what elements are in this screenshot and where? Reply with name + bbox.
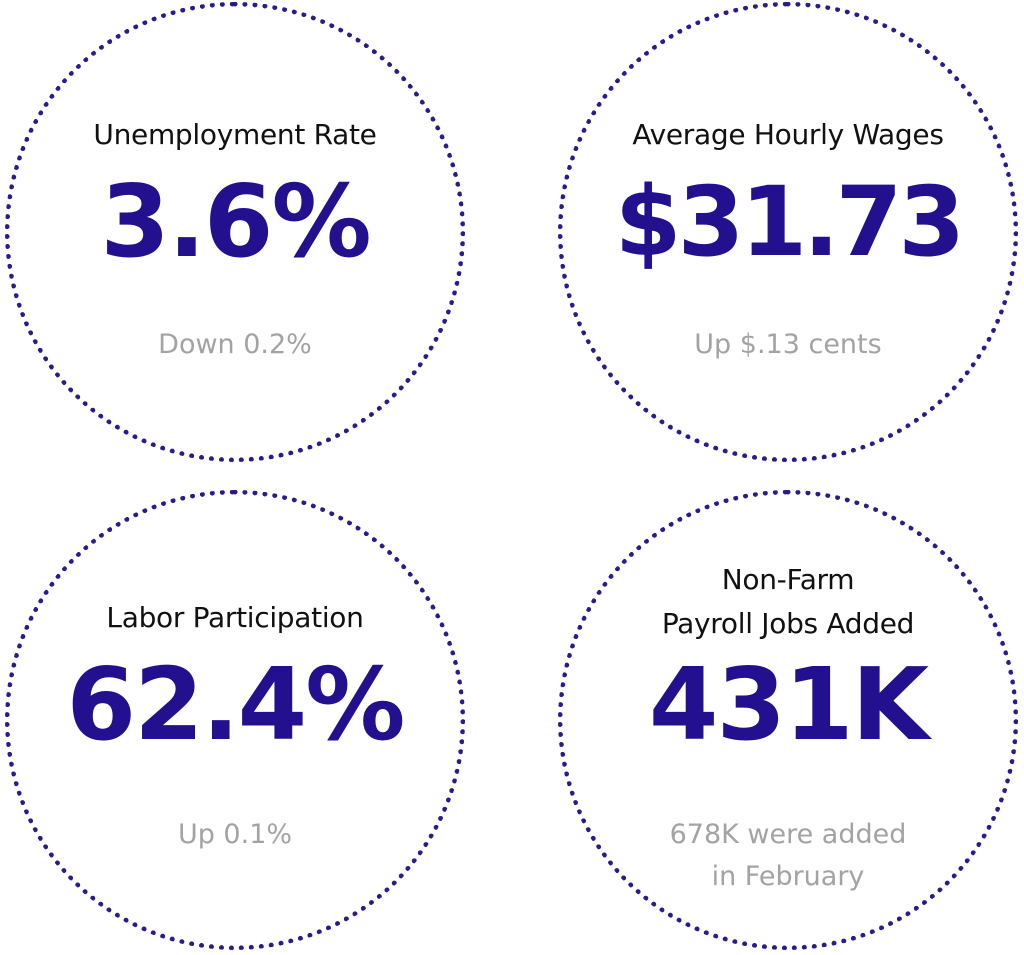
labor-participation-change: Up 0.1% [177,819,293,850]
labor-participation-value: 62.4% [66,646,406,763]
labor-participation-card: Labor Participation 62.4% Up 0.1% [5,490,465,950]
unemployment-rate-label: Unemployment Rate [93,118,377,151]
average-hourly-wages-change: Up $.13 cents [694,329,882,360]
non-farm-payroll-change: 678K were added in February [669,819,907,892]
non-farm-payroll-label: Non-Farm Payroll Jobs Added [661,563,915,640]
average-hourly-wages-label: Average Hourly Wages [632,118,944,151]
non-farm-payroll-card: Non-Farm Payroll Jobs Added 431K 678K we… [558,490,1018,950]
unemployment-rate-card: Unemployment Rate 3.6% Down 0.2% [5,2,465,462]
average-hourly-wages-card: Average Hourly Wages $31.73 Up $.13 cent… [558,2,1018,462]
labor-participation-label: Labor Participation [106,601,364,634]
unemployment-rate-change: Down 0.2% [158,329,312,360]
average-hourly-wages-value: $31.73 [614,166,965,278]
unemployment-rate-value: 3.6% [100,163,371,280]
non-farm-payroll-value: 431K [648,646,929,763]
